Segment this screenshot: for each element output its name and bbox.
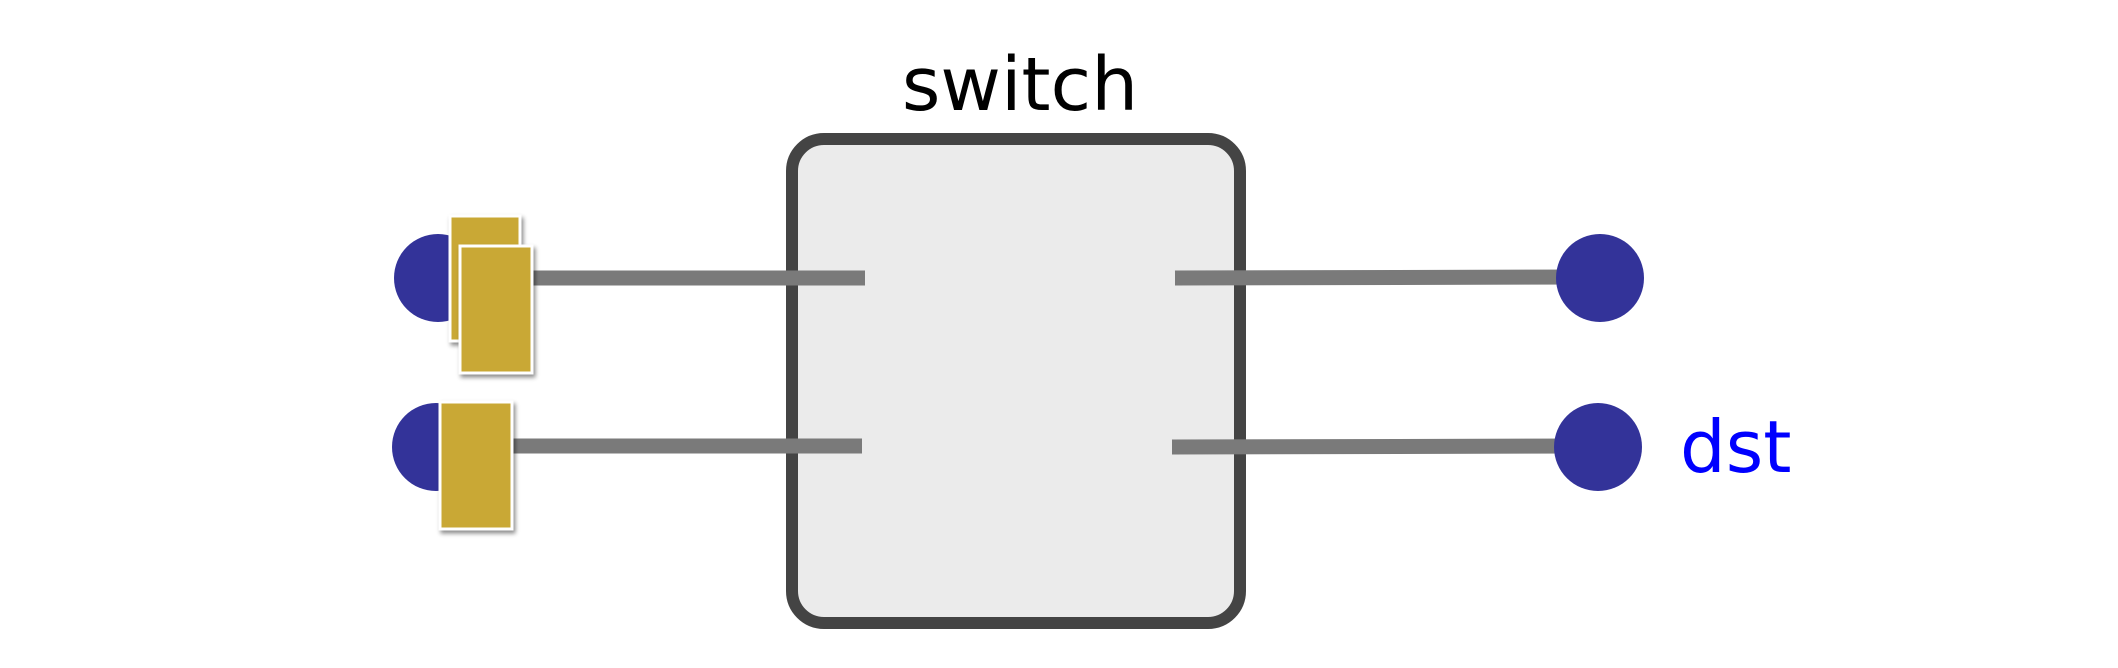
switch-box [786, 133, 1246, 629]
output-node-top [1556, 234, 1644, 322]
dst-label: dst [1680, 405, 1791, 489]
output-node-bottom [1554, 403, 1642, 491]
output-wire-bottom [1171, 438, 1599, 455]
packet-bottom [438, 400, 514, 531]
output-wire-top [1174, 269, 1601, 286]
packet-top-front [458, 244, 534, 375]
switch-title: switch [902, 42, 1138, 128]
